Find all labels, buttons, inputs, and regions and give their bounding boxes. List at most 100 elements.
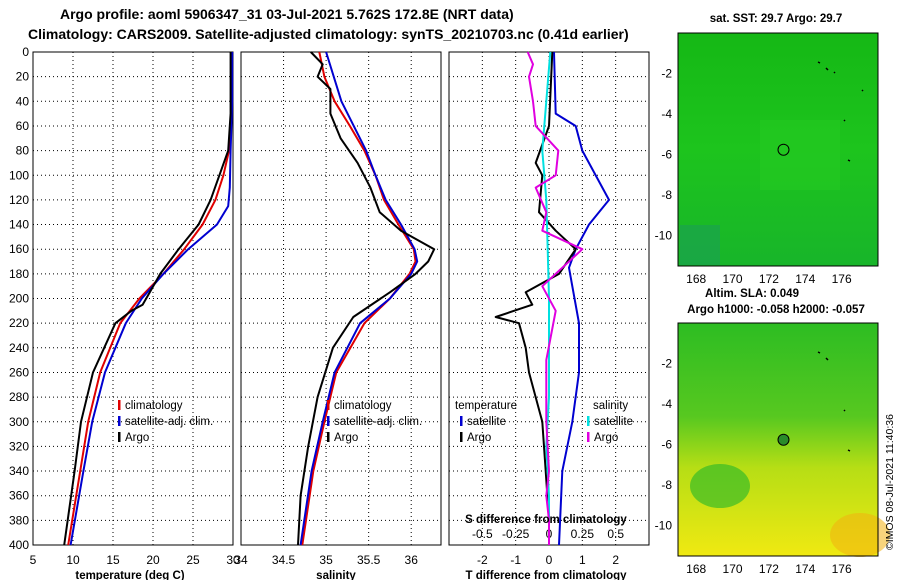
sla-map — [677, 322, 890, 557]
x-tick-label: 5 — [30, 553, 37, 567]
y-tick-label: 80 — [16, 144, 30, 158]
series-layer — [63, 51, 610, 546]
x2-tick-label: 0.5 — [607, 527, 624, 541]
legend-label-argo: Argo — [125, 432, 149, 444]
sla-map-frame — [677, 322, 879, 557]
legend-label-t-argo: Argo — [467, 432, 491, 444]
sla-map-patch — [690, 464, 750, 508]
map-y-tick-label: -6 — [661, 438, 672, 452]
sla-map-argo-marker — [777, 433, 790, 446]
legend-swatch-satellite — [327, 416, 330, 426]
map-y-tick-label: -8 — [661, 188, 672, 202]
legend-heading-temperature: temperature — [455, 400, 517, 412]
y-tick-label: 60 — [16, 119, 30, 133]
y-tick-label: 220 — [9, 316, 29, 330]
y-tick-label: 320 — [9, 439, 29, 453]
map-y-tick-label: -4 — [661, 107, 672, 121]
y-tick-label: 20 — [16, 70, 30, 84]
difference-legend: temperature satellite Argo salinity sate… — [455, 400, 633, 444]
salinity-series-line — [299, 51, 419, 546]
tick-layer: 0204060801001201401601802002202402602803… — [9, 45, 624, 567]
legend-swatch-climatology — [118, 400, 121, 410]
sst-map-argo-marker — [777, 143, 790, 156]
x-tick-label: 35 — [319, 553, 333, 567]
sst-map-title: sat. SST: 29.7 Argo: 29.7 — [710, 13, 843, 25]
sst-map-patch — [680, 225, 720, 265]
y-tick-label: 340 — [9, 464, 29, 478]
figure-title-line1: Argo profile: aoml 5906347_31 03-Jul-202… — [60, 6, 514, 22]
legend-swatch-climatology — [327, 400, 330, 410]
legend-label-satellite: satellite-adj. clim. — [125, 416, 213, 428]
y-tick-label: 160 — [9, 242, 29, 256]
map-x-tick-label: 170 — [723, 272, 743, 286]
sst-map — [677, 32, 879, 267]
sla-map-title: Altim. SLA: 0.049 — [705, 288, 799, 300]
difference-xlabel: T difference from climatology — [465, 570, 627, 580]
legend-label-s-satellite: satellite — [594, 416, 633, 428]
y-tick-label: 40 — [16, 94, 30, 108]
map-x-tick-label: 176 — [832, 562, 852, 576]
x-tick-label: 2 — [612, 553, 619, 567]
x-tick-label: 30 — [226, 553, 240, 567]
legend-label-climatology: climatology — [125, 400, 183, 412]
legend-label-satellite: satellite-adj. clim. — [334, 416, 422, 428]
legend-swatch-argo — [327, 432, 330, 442]
map-x-tick-label: 170 — [723, 562, 743, 576]
y-tick-label: 100 — [9, 168, 29, 182]
grid-layer — [33, 52, 649, 545]
y-tick-label: 0 — [22, 45, 29, 59]
map-y-tick-label: -10 — [655, 519, 673, 533]
x-tick-label: -2 — [477, 553, 488, 567]
x2-tick-label: -0.5 — [472, 527, 493, 541]
map-x-tick-label: 174 — [795, 562, 815, 576]
map-x-tick-label: 168 — [686, 272, 706, 286]
map-x-tick-label: 176 — [832, 272, 852, 286]
salinity-series-line — [301, 51, 417, 546]
y-tick-label: 180 — [9, 267, 29, 281]
temperature-series-line — [69, 52, 234, 546]
y-tick-label: 380 — [9, 513, 29, 527]
x-tick-label: 0 — [546, 553, 553, 567]
map-y-tick-label: -6 — [661, 148, 672, 162]
y-tick-label: 280 — [9, 390, 29, 404]
salinity-xlabel: salinity — [316, 570, 356, 580]
y-tick-label: 300 — [9, 415, 29, 429]
map-y-tick-label: -2 — [661, 67, 672, 81]
y-tick-label: 260 — [9, 365, 29, 379]
figure-title-line2: Climatology: CARS2009. Satellite-adjuste… — [28, 26, 629, 42]
x-tick-label: 36 — [405, 553, 419, 567]
x2-tick-label: -0.25 — [502, 527, 530, 541]
legend-swatch-t-argo — [460, 432, 463, 442]
temperature-series-line — [63, 52, 232, 546]
map-x-tick-label: 172 — [759, 562, 779, 576]
legend-label-t-satellite: satellite — [467, 416, 506, 428]
map-y-tick-label: -8 — [661, 478, 672, 492]
legend-label-s-argo: Argo — [594, 432, 618, 444]
temperature-xlabel: temperature (deg C) — [75, 570, 184, 580]
legend-heading-salinity: salinity — [593, 400, 628, 412]
x-tick-label: 20 — [146, 553, 160, 567]
legend-swatch-s-satellite — [587, 416, 590, 426]
y-tick-label: 240 — [9, 341, 29, 355]
legend-swatch-t-satellite — [460, 416, 463, 426]
map-y-tick-label: -10 — [655, 229, 673, 243]
timestamp: ©IMOS 08-Jul-2021 11:40:36 — [884, 414, 896, 550]
sst-map-patch — [760, 120, 840, 190]
sst-map-islands — [817, 61, 864, 162]
legend-swatch-satellite — [118, 416, 121, 426]
x2-tick-label: 0.25 — [571, 527, 595, 541]
legend-label-argo: Argo — [334, 432, 358, 444]
sla-map-patch — [830, 513, 890, 557]
y-tick-label: 200 — [9, 292, 29, 306]
legend-swatch-s-argo — [587, 432, 590, 442]
map-x-tick-label: 174 — [795, 272, 815, 286]
map-y-tick-label: -2 — [661, 357, 672, 371]
x-tick-label: 10 — [66, 553, 80, 567]
map-y-tick-label: -4 — [661, 397, 672, 411]
y-tick-label: 360 — [9, 489, 29, 503]
x-tick-label: 15 — [106, 553, 120, 567]
difference-x2label: S difference from climatology — [465, 514, 627, 526]
x-tick-label: 1 — [579, 553, 586, 567]
salinity-legend: climatology satellite-adj. clim. Argo — [327, 400, 422, 444]
